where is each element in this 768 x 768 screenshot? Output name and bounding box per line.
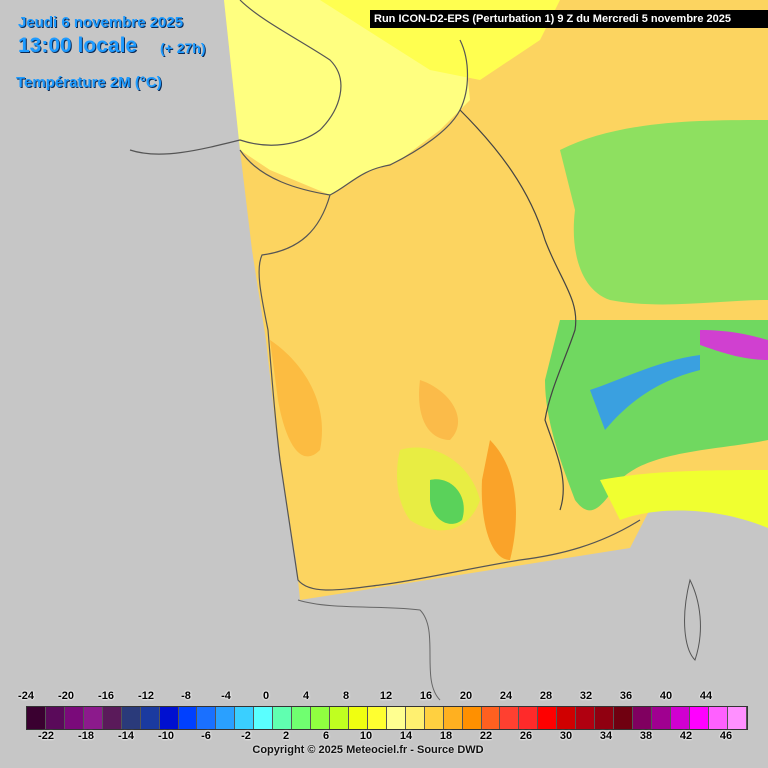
forecast-offset: (+ 27h) (160, 40, 206, 56)
legend-tick-upper: 24 (499, 690, 513, 702)
copyright-text: Copyright © 2025 Meteociel.fr - Source D… (252, 744, 484, 756)
legend-swatch (708, 707, 728, 729)
legend-swatch (424, 707, 444, 729)
legend-tick-upper: 0 (262, 690, 270, 702)
legend-tick-upper: -4 (221, 690, 231, 702)
legend-swatch (330, 707, 349, 729)
legend-swatch (292, 707, 312, 729)
legend-swatch (273, 707, 293, 729)
legend-tick-lower: 2 (282, 730, 290, 742)
legend-swatches (26, 706, 748, 730)
legend-tick-lower: 46 (719, 730, 733, 742)
legend-swatch (500, 707, 520, 729)
warm-patch-center (419, 380, 459, 440)
legend-tick-lower: 6 (322, 730, 330, 742)
legend-tick-upper: 12 (379, 690, 393, 702)
legend-tick-upper: -24 (18, 690, 34, 702)
border-iberia (297, 599, 441, 701)
coastline-uk (129, 0, 342, 155)
corsica (684, 578, 701, 661)
legend-swatch (386, 707, 406, 729)
legend-swatch (670, 707, 690, 729)
legend-swatch (216, 707, 236, 729)
legend-swatch (633, 707, 652, 729)
legend-swatch (140, 707, 160, 729)
borders-east (459, 109, 577, 511)
legend-tick-lower: 22 (479, 730, 493, 742)
legend-tick-upper: -12 (138, 690, 154, 702)
legend-tick-upper: 4 (302, 690, 310, 702)
legend-tick-lower: 42 (679, 730, 693, 742)
coastline-france (239, 39, 641, 591)
legend-swatch (519, 707, 539, 729)
legend-swatch (727, 707, 747, 729)
green-alps (545, 320, 768, 511)
legend-tick-upper: 32 (579, 690, 593, 702)
legend-swatch (614, 707, 633, 729)
legend-swatch (689, 707, 709, 729)
legend-swatch (45, 707, 65, 729)
legend-swatch (576, 707, 596, 729)
legend-tick-lower: -6 (201, 730, 211, 742)
legend-tick-upper: -20 (58, 690, 74, 702)
run-info-bar: Run ICON-D2-EPS (Perturbation 1) 9 Z du … (370, 10, 768, 28)
legend-swatch (367, 707, 387, 729)
magenta-alps (700, 330, 768, 360)
legend-swatch (651, 707, 671, 729)
legend-tick-upper: 36 (619, 690, 633, 702)
legend-tick-upper: 44 (699, 690, 713, 702)
legend-swatch (197, 707, 217, 729)
legend-tick-lower: 26 (519, 730, 533, 742)
legend-tick-upper: 20 (459, 690, 473, 702)
legend-swatch (311, 707, 330, 729)
legend-tick-lower: 18 (439, 730, 453, 742)
legend-swatch (348, 707, 368, 729)
warm-patch-rhone (481, 440, 516, 560)
legend-tick-lower: 38 (639, 730, 653, 742)
legend-tick-lower: -22 (38, 730, 54, 742)
legend-swatch (159, 707, 179, 729)
legend-swatch (595, 707, 615, 729)
legend-swatch (83, 707, 103, 729)
legend-tick-lower: -14 (118, 730, 134, 742)
legend-swatch (235, 707, 255, 729)
legend-swatch (443, 707, 463, 729)
forecast-time: 13:00 locale (18, 34, 138, 57)
legend-swatch (178, 707, 198, 729)
legend-swatch (121, 707, 141, 729)
legend-tick-upper: 40 (659, 690, 673, 702)
legend-swatch (27, 707, 46, 729)
legend-tick-upper: 28 (539, 690, 553, 702)
yellow-south-east (600, 470, 768, 528)
legend-swatch (254, 707, 274, 729)
legend-swatch (481, 707, 501, 729)
legend-tick-lower: -10 (158, 730, 174, 742)
legend-tick-lower: -18 (78, 730, 94, 742)
legend-tick-lower: 34 (599, 730, 613, 742)
legend-swatch (64, 707, 84, 729)
legend-swatch (557, 707, 577, 729)
legend-tick-lower: 10 (359, 730, 373, 742)
parameter-title: Température 2M (°C) (16, 74, 162, 91)
legend-tick-lower: 14 (399, 730, 413, 742)
green-germany (560, 120, 768, 305)
legend-swatch (102, 707, 122, 729)
legend-tick-upper: -16 (98, 690, 114, 702)
green-massif-central (430, 479, 464, 524)
legend-tick-upper: 8 (342, 690, 350, 702)
color-legend: -24 -20 -16 -12 -8 -4 0 4 8 12 16 20 24 28 32 36 40 44 -22… (18, 690, 748, 750)
legend-swatch (538, 707, 558, 729)
legend-tick-lower: 30 (559, 730, 573, 742)
legend-swatch (462, 707, 482, 729)
forecast-date: Jeudi 6 novembre 2025 (18, 14, 184, 31)
legend-tick-lower: -2 (241, 730, 251, 742)
legend-swatch (405, 707, 425, 729)
legend-tick-upper: 16 (419, 690, 433, 702)
blue-alps (590, 355, 700, 430)
warm-patch-west (270, 340, 322, 457)
legend-tick-upper: -8 (181, 690, 191, 702)
